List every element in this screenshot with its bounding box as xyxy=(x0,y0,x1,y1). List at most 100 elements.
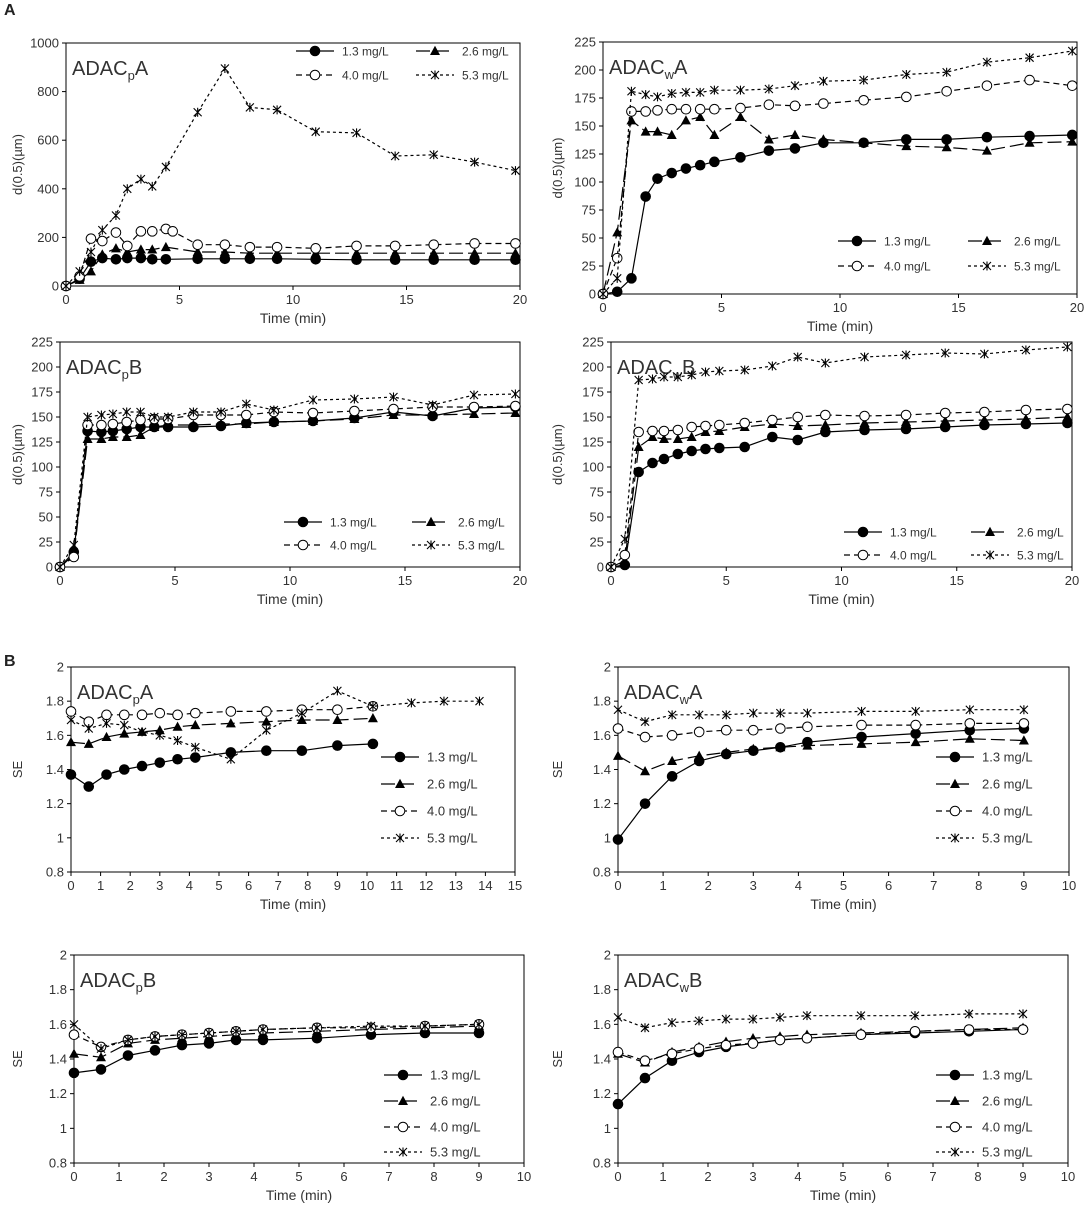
legend-label: 2.6 mg/L xyxy=(427,777,478,792)
x-tick-label: 8 xyxy=(430,1169,437,1184)
data-point xyxy=(775,1012,785,1022)
data-point xyxy=(388,409,399,419)
data-point xyxy=(680,115,691,125)
x-tick-label: 6 xyxy=(885,878,892,893)
data-point xyxy=(911,706,921,716)
x-tick-label: 15 xyxy=(399,292,413,307)
data-point xyxy=(97,410,106,420)
legend-marker xyxy=(297,539,309,551)
y-tick-label: 225 xyxy=(31,335,53,350)
data-point xyxy=(818,98,829,109)
series-2-6-mg-l xyxy=(598,111,1078,298)
data-point xyxy=(964,718,976,729)
title-main: ADAC xyxy=(77,682,133,704)
series-1-3-mg-l xyxy=(597,129,1078,300)
data-point xyxy=(789,129,800,139)
data-point xyxy=(154,725,165,735)
y-tick-label: 150 xyxy=(31,410,53,425)
data-point xyxy=(639,731,651,743)
data-point xyxy=(721,1014,731,1024)
data-point xyxy=(108,409,118,419)
data-point xyxy=(511,389,520,399)
data-point xyxy=(714,425,725,435)
y-tick-label: 25 xyxy=(39,535,53,550)
data-point xyxy=(693,1043,705,1054)
title-subscript: p xyxy=(122,367,129,382)
data-point xyxy=(735,111,746,122)
legend-label: 5.3 mg/L xyxy=(1017,549,1064,563)
data-point xyxy=(619,549,631,561)
data-point xyxy=(612,273,622,283)
data-point xyxy=(680,103,692,115)
data-point xyxy=(980,349,989,359)
data-point xyxy=(647,431,658,441)
data-point xyxy=(428,400,437,410)
legend-label: 2.6 mg/L xyxy=(982,777,1033,792)
x-tick-label: 4 xyxy=(250,1169,257,1184)
series-4-0-mg-l xyxy=(612,1024,1029,1067)
legend-label: 1.3 mg/L xyxy=(342,45,389,59)
data-point xyxy=(647,457,658,469)
data-point xyxy=(941,142,952,152)
y-tick-label: 0 xyxy=(597,560,604,575)
title-main: ADAC xyxy=(80,970,136,992)
data-point xyxy=(107,431,118,441)
data-point xyxy=(65,706,77,717)
x-tick-label: 10 xyxy=(360,878,374,893)
legend-marker xyxy=(949,751,961,763)
legend-marker xyxy=(394,805,406,817)
data-point xyxy=(510,238,521,249)
chart-title: ADACpA xyxy=(72,58,149,83)
data-point xyxy=(763,134,774,144)
y-tick-label: 1.8 xyxy=(46,694,64,709)
data-point xyxy=(68,551,80,563)
data-point xyxy=(613,750,623,760)
data-point xyxy=(102,718,111,728)
data-point xyxy=(803,708,812,718)
title-subscript: w xyxy=(664,67,675,82)
x-tick-label: 8 xyxy=(304,878,311,893)
data-point xyxy=(110,253,122,265)
y-tick-label: 125 xyxy=(31,435,53,450)
x-tick-label: 10 xyxy=(517,1169,531,1184)
data-point xyxy=(188,419,199,429)
title-tail: A xyxy=(674,57,688,79)
data-point xyxy=(626,273,637,284)
legend-marker xyxy=(857,526,869,538)
title-tail: B xyxy=(689,970,702,992)
data-point xyxy=(659,433,670,443)
data-point xyxy=(192,246,203,256)
legend-label: 2.6 mg/L xyxy=(1017,526,1064,540)
title-subscript: w xyxy=(679,980,690,995)
legend-label: 1.3 mg/L xyxy=(884,235,931,249)
data-point xyxy=(389,240,401,252)
data-point xyxy=(802,740,813,750)
y-tick-label: 25 xyxy=(590,535,604,550)
data-point xyxy=(307,407,319,419)
data-point xyxy=(612,834,624,845)
y-tick-label: 50 xyxy=(39,510,53,525)
data-point xyxy=(910,736,921,747)
y-tick-label: 1 xyxy=(604,1121,611,1136)
title-main: ADAC xyxy=(609,57,665,79)
y-tick-label: 2 xyxy=(57,660,64,675)
x-tick-label: 13 xyxy=(449,878,463,893)
data-point xyxy=(598,289,608,299)
data-point xyxy=(96,1044,106,1054)
y-tick-label: 0 xyxy=(52,279,59,294)
data-point xyxy=(666,103,678,115)
data-point xyxy=(351,247,362,258)
data-point xyxy=(261,716,272,726)
x-tick-label: 8 xyxy=(974,1169,981,1184)
title-subscript: w xyxy=(679,692,690,707)
data-point xyxy=(333,686,342,696)
y-tick-label: 100 xyxy=(582,460,604,475)
data-point xyxy=(190,707,201,719)
data-point xyxy=(161,162,171,172)
data-point xyxy=(774,1034,786,1046)
y-tick-label: 75 xyxy=(39,485,53,500)
data-point xyxy=(66,736,76,747)
data-point xyxy=(792,411,804,423)
series-2-6-mg-l xyxy=(606,411,1073,571)
x-tick-label: 10 xyxy=(834,573,848,588)
